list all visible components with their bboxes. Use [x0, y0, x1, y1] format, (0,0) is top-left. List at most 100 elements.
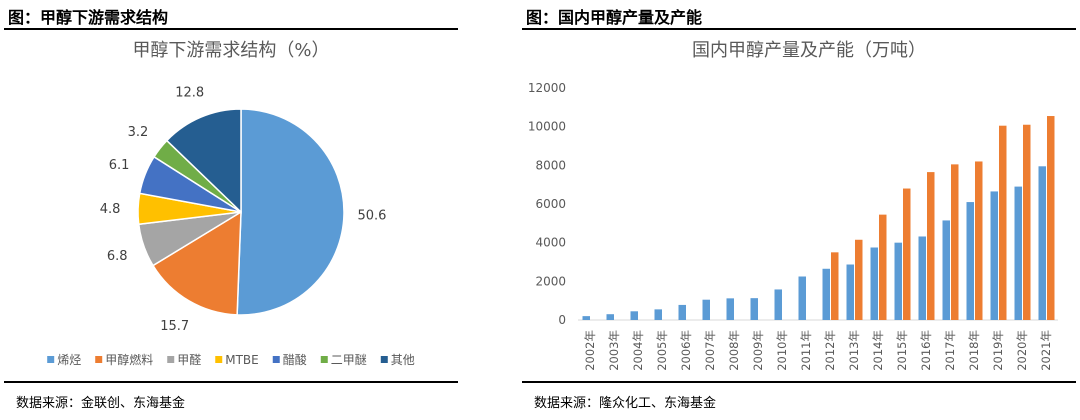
legend-swatch-1: [95, 356, 103, 363]
legend-label-6: 其他: [391, 353, 415, 367]
legend-label-2: 甲醛: [177, 352, 201, 367]
pie-chart: 甲醇下游需求结构（%） 50.6 15.7 6.8 4.8 6.1 3.2 12.8 烯烃 甲…: [47, 40, 415, 367]
right-figure-title: 图：国内甲醇产量及产能: [526, 8, 703, 27]
bar-s0-16: [966, 202, 974, 320]
x-tick-label-6: 2008年: [727, 330, 741, 371]
left-top-rule: [4, 28, 458, 30]
legend-item-6: 其他: [380, 353, 415, 367]
legend-item-2: 甲醛: [167, 352, 201, 367]
x-tick-label-9: 2011年: [799, 330, 813, 371]
y-tick-label-5: 10000: [528, 120, 566, 134]
legend-swatch-2: [167, 356, 175, 363]
x-tick-label-15: 2017年: [943, 330, 957, 371]
x-tick-label-11: 2013年: [847, 330, 861, 371]
pie-slices: [137, 108, 345, 316]
bar-s0-18: [1014, 186, 1022, 320]
y-tick-label-3: 6000: [535, 197, 566, 211]
x-tick-label-13: 2015年: [895, 330, 909, 371]
legend-item-0: 烯烃: [47, 353, 81, 367]
left-figure-panel: 图：甲醇下游需求结构 甲醇下游需求结构（%） 50.6 15.7 6.8 4.8 6.1…: [0, 0, 462, 420]
legend-item-1: 甲醇燃料: [95, 352, 153, 367]
x-axis: 2002年 2003年 2004年 2005年 2006年 2007年 2008年 2009年…: [583, 330, 1053, 371]
legend-swatch-4: [272, 356, 280, 363]
x-tick-label-2: 2004年: [631, 330, 645, 371]
bar-s1-17: [999, 125, 1007, 320]
bar-s0-1: [606, 314, 614, 320]
x-tick-label-4: 2006年: [679, 330, 693, 371]
bar-s0-14: [918, 236, 926, 320]
bar-s0-3: [654, 309, 662, 320]
legend-item-5: 二甲醚: [320, 353, 367, 367]
bar-s0-0: [582, 316, 590, 320]
legend-item-3: MTBE: [215, 353, 259, 367]
bar-s1-19: [1047, 116, 1055, 321]
bar-s1-15: [951, 164, 959, 320]
pie-value-label-2: 6.8: [107, 249, 128, 264]
legend-swatch-0: [47, 356, 55, 363]
x-tick-label-19: 2021年: [1039, 330, 1053, 371]
legend-label-0: 烯烃: [57, 353, 81, 367]
legend-item-4: 醋酸: [272, 352, 307, 367]
x-tick-label-8: 2010年: [775, 330, 789, 371]
bar-s0-9: [798, 276, 806, 320]
y-tick-label-1: 2000: [535, 274, 566, 288]
right-figure-panel: 图：国内甲醇产量及产能 国内甲醇产量及产能（万吨） 0 2000 4000 6000 8…: [518, 0, 1080, 420]
y-tick-label-0: 0: [558, 313, 566, 327]
y-tick-label-6: 12000: [528, 81, 566, 95]
x-tick-label-3: 2005年: [655, 330, 669, 371]
x-tick-label-12: 2014年: [871, 330, 885, 371]
bar-s0-8: [774, 289, 782, 320]
bar-s1-13: [903, 188, 911, 320]
right-source-note: 数据来源：隆众化工、东海基金: [534, 396, 717, 411]
bar-s0-2: [630, 311, 638, 320]
right-top-rule: [522, 28, 1076, 30]
bar-s1-16: [975, 161, 983, 320]
pie-slice-1: [151, 210, 242, 316]
legend-label-3: MTBE: [225, 353, 259, 367]
legend-swatch-5: [320, 356, 328, 363]
bar-chart-title: 国内甲醇产量及产能（万吨）: [692, 40, 926, 61]
bar-s0-10: [822, 268, 830, 320]
pie-labels: 50.6 15.7 6.8 4.8 6.1 3.2 12.8: [100, 85, 387, 334]
bar-s0-13: [894, 242, 902, 320]
bar-s0-11: [846, 264, 854, 320]
y-tick-label-4: 8000: [535, 158, 566, 172]
bar-s0-15: [942, 220, 950, 320]
pie-slice-0: [236, 108, 345, 316]
pie-slice-6: [165, 108, 242, 214]
bar-s0-6: [726, 298, 734, 320]
bars: [582, 116, 1055, 321]
pie-legend: 烯烃 甲醇燃料 甲醛 MTBE 醋酸 二甲醚 其他: [47, 352, 415, 367]
bar-s1-10: [831, 252, 839, 320]
x-tick-label-18: 2020年: [1015, 330, 1029, 371]
legend-label-1: 甲醇燃料: [105, 352, 153, 367]
bar-s0-17: [990, 191, 998, 320]
pie-value-label-3: 4.8: [100, 202, 121, 217]
x-tick-label-16: 2018年: [967, 330, 981, 371]
x-tick-label-0: 2002年: [583, 330, 597, 371]
legend-label-5: 二甲醚: [331, 353, 367, 367]
x-tick-label-14: 2016年: [919, 330, 933, 371]
y-tick-label-2: 4000: [535, 236, 566, 250]
legend-swatch-3: [215, 356, 223, 363]
pie-chart-title: 甲醇下游需求结构（%）: [132, 40, 329, 61]
legend-label-4: 醋酸: [283, 352, 307, 367]
x-tick-label-10: 2012年: [823, 330, 837, 371]
bar-s0-5: [702, 299, 710, 320]
pie-value-label-5: 3.2: [128, 125, 149, 140]
legend-swatch-6: [380, 356, 388, 363]
bar-s1-11: [855, 239, 863, 320]
bar-s0-4: [678, 304, 686, 320]
left-source-note: 数据来源：金联创、东海基金: [16, 396, 186, 411]
pie-value-label-4: 6.1: [109, 158, 130, 173]
x-tick-label-1: 2003年: [607, 330, 621, 371]
x-tick-label-17: 2019年: [991, 330, 1005, 371]
bar-s1-14: [927, 172, 935, 320]
x-tick-label-7: 2009年: [751, 330, 765, 371]
right-bottom-rule: [522, 381, 1076, 383]
bar-s1-12: [879, 214, 887, 320]
bar-s0-19: [1038, 166, 1046, 320]
left-figure-title: 图：甲醇下游需求结构: [8, 8, 169, 27]
bar-s0-7: [750, 298, 758, 320]
pie-value-label-6: 12.8: [175, 85, 204, 100]
